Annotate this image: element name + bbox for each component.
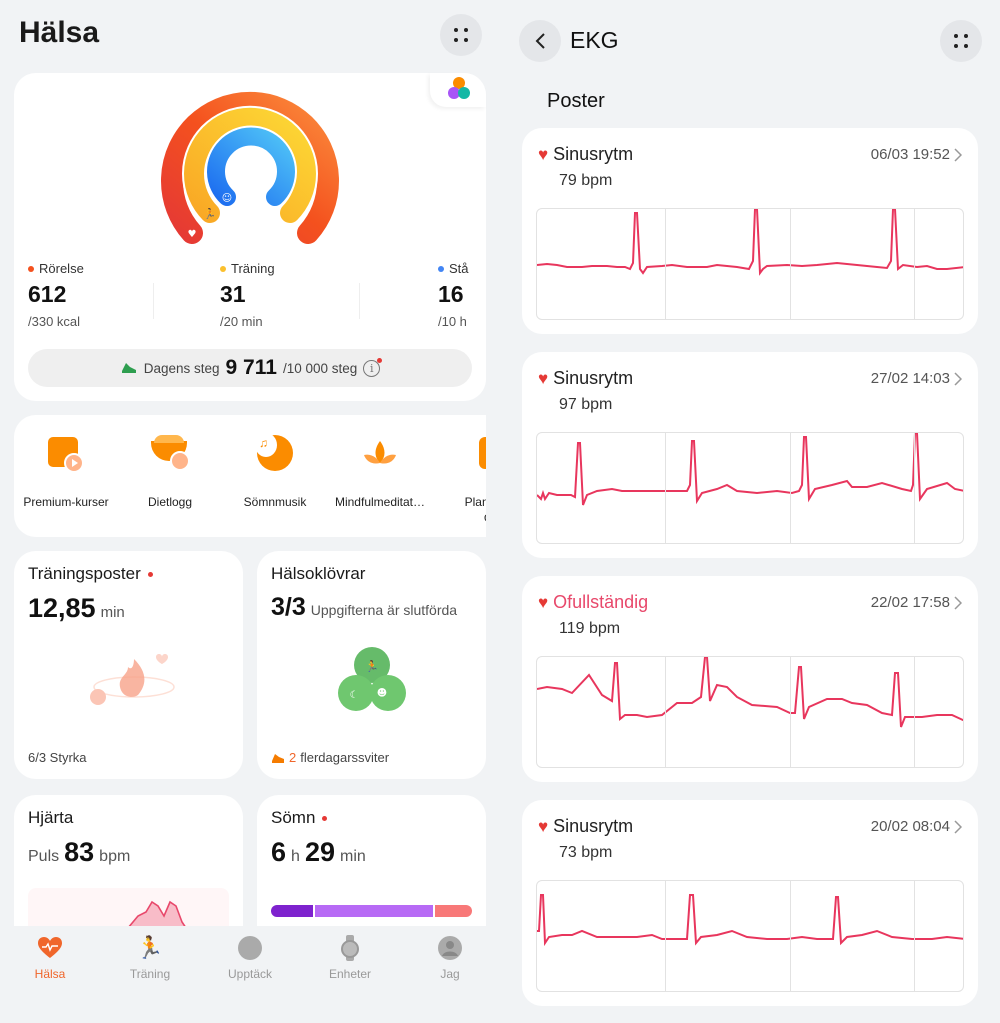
grid-dots-icon (954, 34, 968, 48)
globe-icon (236, 934, 264, 962)
back-chevron-icon (535, 33, 545, 49)
shoe-icon (121, 363, 136, 373)
heart-icon: ♥ (538, 368, 549, 388)
ekg-waveform-chart (536, 432, 964, 544)
notification-dot (147, 571, 153, 577)
diet-bowl-icon (150, 433, 190, 473)
shortcut-sleep-music[interactable]: ♫ Sömnmusik (220, 433, 330, 510)
svg-text:☺: ☺ (222, 193, 232, 204)
nav-tab-training[interactable]: 🏃 Träning (129, 935, 171, 981)
back-button[interactable] (519, 20, 561, 62)
page-title: Hälsa (19, 16, 100, 49)
rings-badge-button[interactable] (430, 73, 486, 107)
svg-text:🏃: 🏃 (204, 207, 216, 220)
shortcut-premium-courses[interactable]: Premium-kurser (14, 433, 121, 510)
shortcut-mindfulness[interactable]: Mindfulmeditat… (325, 433, 435, 510)
chevron-right-icon (954, 147, 962, 162)
heart-icon: ♥ (538, 816, 549, 836)
activity-rings-icon (448, 77, 470, 99)
more-menu-button[interactable] (940, 20, 982, 62)
ekg-record[interactable]: ♥ Sinusrytm 97 bpm 27/02 14:03 (522, 352, 978, 558)
ekg-record[interactable]: ♥ Ofullständig 119 bpm 22/02 17:58 (522, 576, 978, 782)
stat-exercise: Träning 31 /20 min (220, 261, 275, 329)
svg-text:☻: ☻ (377, 687, 387, 699)
sleep-stage-bar (271, 905, 472, 917)
activity-rings-chart: ♥ 🏃 ☺ (161, 91, 339, 244)
shortcut-plan[interactable]: Plan för dig i (430, 433, 486, 525)
stat-movement: Rörelse 612 /330 kcal (28, 261, 84, 329)
movement-dot-icon (28, 265, 34, 272)
health-home-screen: Hälsa ♥ 🏃 ☺ (0, 14, 500, 1023)
nav-tab-discover[interactable]: Upptäck (200, 926, 300, 1023)
shortcuts-row: Premium-kurser Dietlogg ♫ Sömnmusik Mind… (14, 415, 486, 537)
ekg-waveform-chart (536, 656, 964, 768)
watch-icon (336, 934, 364, 962)
notification-dot (322, 815, 328, 821)
heart-icon: ♥ (538, 592, 549, 612)
svg-text:♥: ♥ (188, 229, 197, 240)
nav-tab-me[interactable]: Jag (400, 926, 500, 1023)
running-icon: 🏃 (136, 935, 164, 960)
profile-icon (436, 934, 464, 962)
more-menu-button[interactable] (440, 14, 482, 56)
activity-rings-card[interactable]: ♥ 🏃 ☺ Rörelse 612 /330 kcal Träning 31 /… (14, 73, 486, 401)
ekg-waveform-chart (536, 880, 964, 992)
exercise-dot-icon (220, 265, 226, 272)
health-clover-card[interactable]: Hälsoklövrar 3/3 Uppgifterna är slutförda… (257, 551, 486, 779)
training-records-card[interactable]: Träningsposter 12,85 min 6/3 Styrka (14, 551, 243, 779)
section-title: Poster (547, 90, 605, 112)
video-course-icon (46, 433, 86, 473)
heart-pulse-icon (36, 934, 64, 962)
ekg-record[interactable]: ♥ Sinusrytm 73 bpm 20/02 08:04 (522, 800, 978, 1006)
ekg-record[interactable]: ♥ Sinusrytm 79 bpm 06/03 19:52 (522, 128, 978, 334)
lotus-icon (360, 433, 400, 473)
stat-stand: Stå 16 /10 h (438, 261, 469, 329)
grid-dots-icon (454, 28, 468, 42)
clover-illustration-icon: 🏃 ☾ ☻ (338, 647, 406, 711)
stand-dot-icon (438, 265, 444, 272)
divider (359, 283, 360, 319)
bottom-navigation: Hälsa 🏃 Träning Upptäck Enheter Jag (0, 926, 500, 1023)
shortcut-diet-log[interactable]: Dietlogg (115, 433, 225, 510)
svg-text:☾: ☾ (350, 690, 359, 701)
nav-tab-health[interactable]: Hälsa (0, 926, 100, 1023)
info-icon[interactable]: i (363, 357, 383, 377)
shoe-streak-icon (272, 753, 284, 763)
sleep-music-icon: ♫ (255, 433, 295, 473)
flame-illustration-icon (90, 654, 175, 705)
heart-icon: ♥ (538, 144, 549, 164)
chevron-right-icon (954, 371, 962, 386)
ekg-waveform-chart (536, 208, 964, 320)
divider (153, 283, 154, 319)
page-title: EKG (570, 27, 619, 53)
plan-icon (465, 433, 486, 473)
svg-text:🏃: 🏃 (365, 660, 379, 673)
daily-steps-pill[interactable]: Dagens steg 9 711 /10 000 steg i (28, 349, 472, 387)
chevron-right-icon (954, 819, 962, 834)
chevron-right-icon (954, 595, 962, 610)
ekg-screen: EKG Poster ♥ Sinusrytm 79 bpm 06/03 19:52… (500, 0, 1000, 1023)
nav-tab-devices[interactable]: Enheter (300, 926, 400, 1023)
